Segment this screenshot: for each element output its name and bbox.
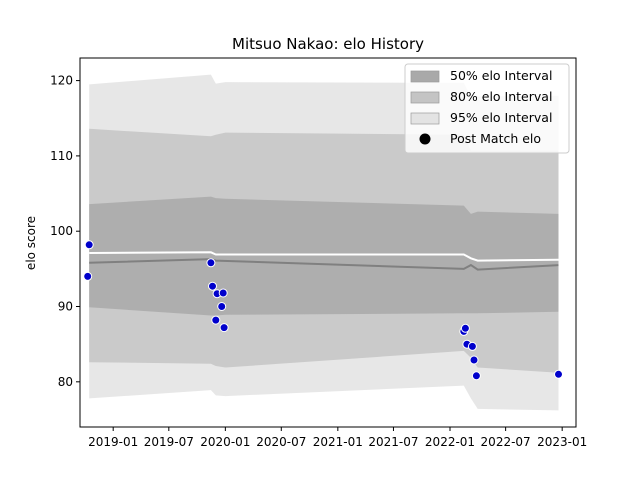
y-tick-label: 100	[50, 224, 73, 238]
y-tick-label: 90	[58, 300, 73, 314]
post-match-point	[469, 355, 479, 365]
post-match-point	[554, 369, 563, 379]
post-match-point	[217, 302, 227, 311]
x-tick-label: 2020-01	[200, 435, 250, 449]
y-tick-label: 110	[50, 149, 73, 163]
post-match-points	[83, 240, 563, 381]
chart-title: Mitsuo Nakao: elo History	[232, 35, 424, 53]
x-tick-label: 2022-01	[425, 435, 475, 449]
legend-label: Post Match elo	[450, 131, 541, 146]
legend-label: 50% elo Interval	[450, 68, 552, 83]
x-tick-label: 2019-01	[88, 435, 138, 449]
x-tick-label: 2021-07	[368, 435, 418, 449]
x-tick-label: 2023-01	[537, 435, 587, 449]
legend-label: 80% elo Interval	[450, 89, 552, 104]
post-match-point	[84, 240, 94, 250]
x-tick-label: 2020-07	[256, 435, 306, 449]
post-match-point	[460, 323, 470, 333]
legend-swatch-band95	[410, 112, 440, 125]
legend-label: 95% elo Interval	[450, 110, 552, 125]
band50-area	[89, 196, 559, 316]
x-tick-label: 2019-07	[144, 435, 194, 449]
legend-swatch-band50	[410, 70, 440, 83]
legend-frame	[404, 63, 570, 154]
y-tick-label: 120	[50, 74, 73, 88]
x-axis-ticks: 2019-01 2019-07 2020-01 2020-07 2021-01 2021-…	[88, 427, 587, 449]
post-match-point	[208, 281, 217, 291]
x-tick-label: 2021-01	[313, 435, 363, 449]
post-match-point	[83, 271, 93, 281]
line-white-series	[89, 251, 559, 262]
legend: 50% elo Interval 80% elo Interval 95% elo …	[404, 63, 570, 154]
post-match-point	[467, 341, 477, 351]
post-match-point	[211, 315, 221, 325]
post-match-point	[218, 288, 228, 298]
post-match-point	[206, 258, 216, 268]
legend-marker-icon	[419, 133, 431, 145]
y-tick-label: 80	[58, 375, 73, 389]
interval-bands	[89, 74, 559, 411]
legend-swatch-band80	[410, 91, 440, 104]
plot-frame	[79, 57, 577, 428]
y-axis-label: elo score	[24, 216, 38, 270]
post-match-point	[471, 371, 481, 381]
post-match-point	[219, 323, 229, 333]
x-tick-label: 2022-07	[481, 435, 531, 449]
y-axis-ticks: 80 90 100 110 120	[50, 74, 80, 389]
